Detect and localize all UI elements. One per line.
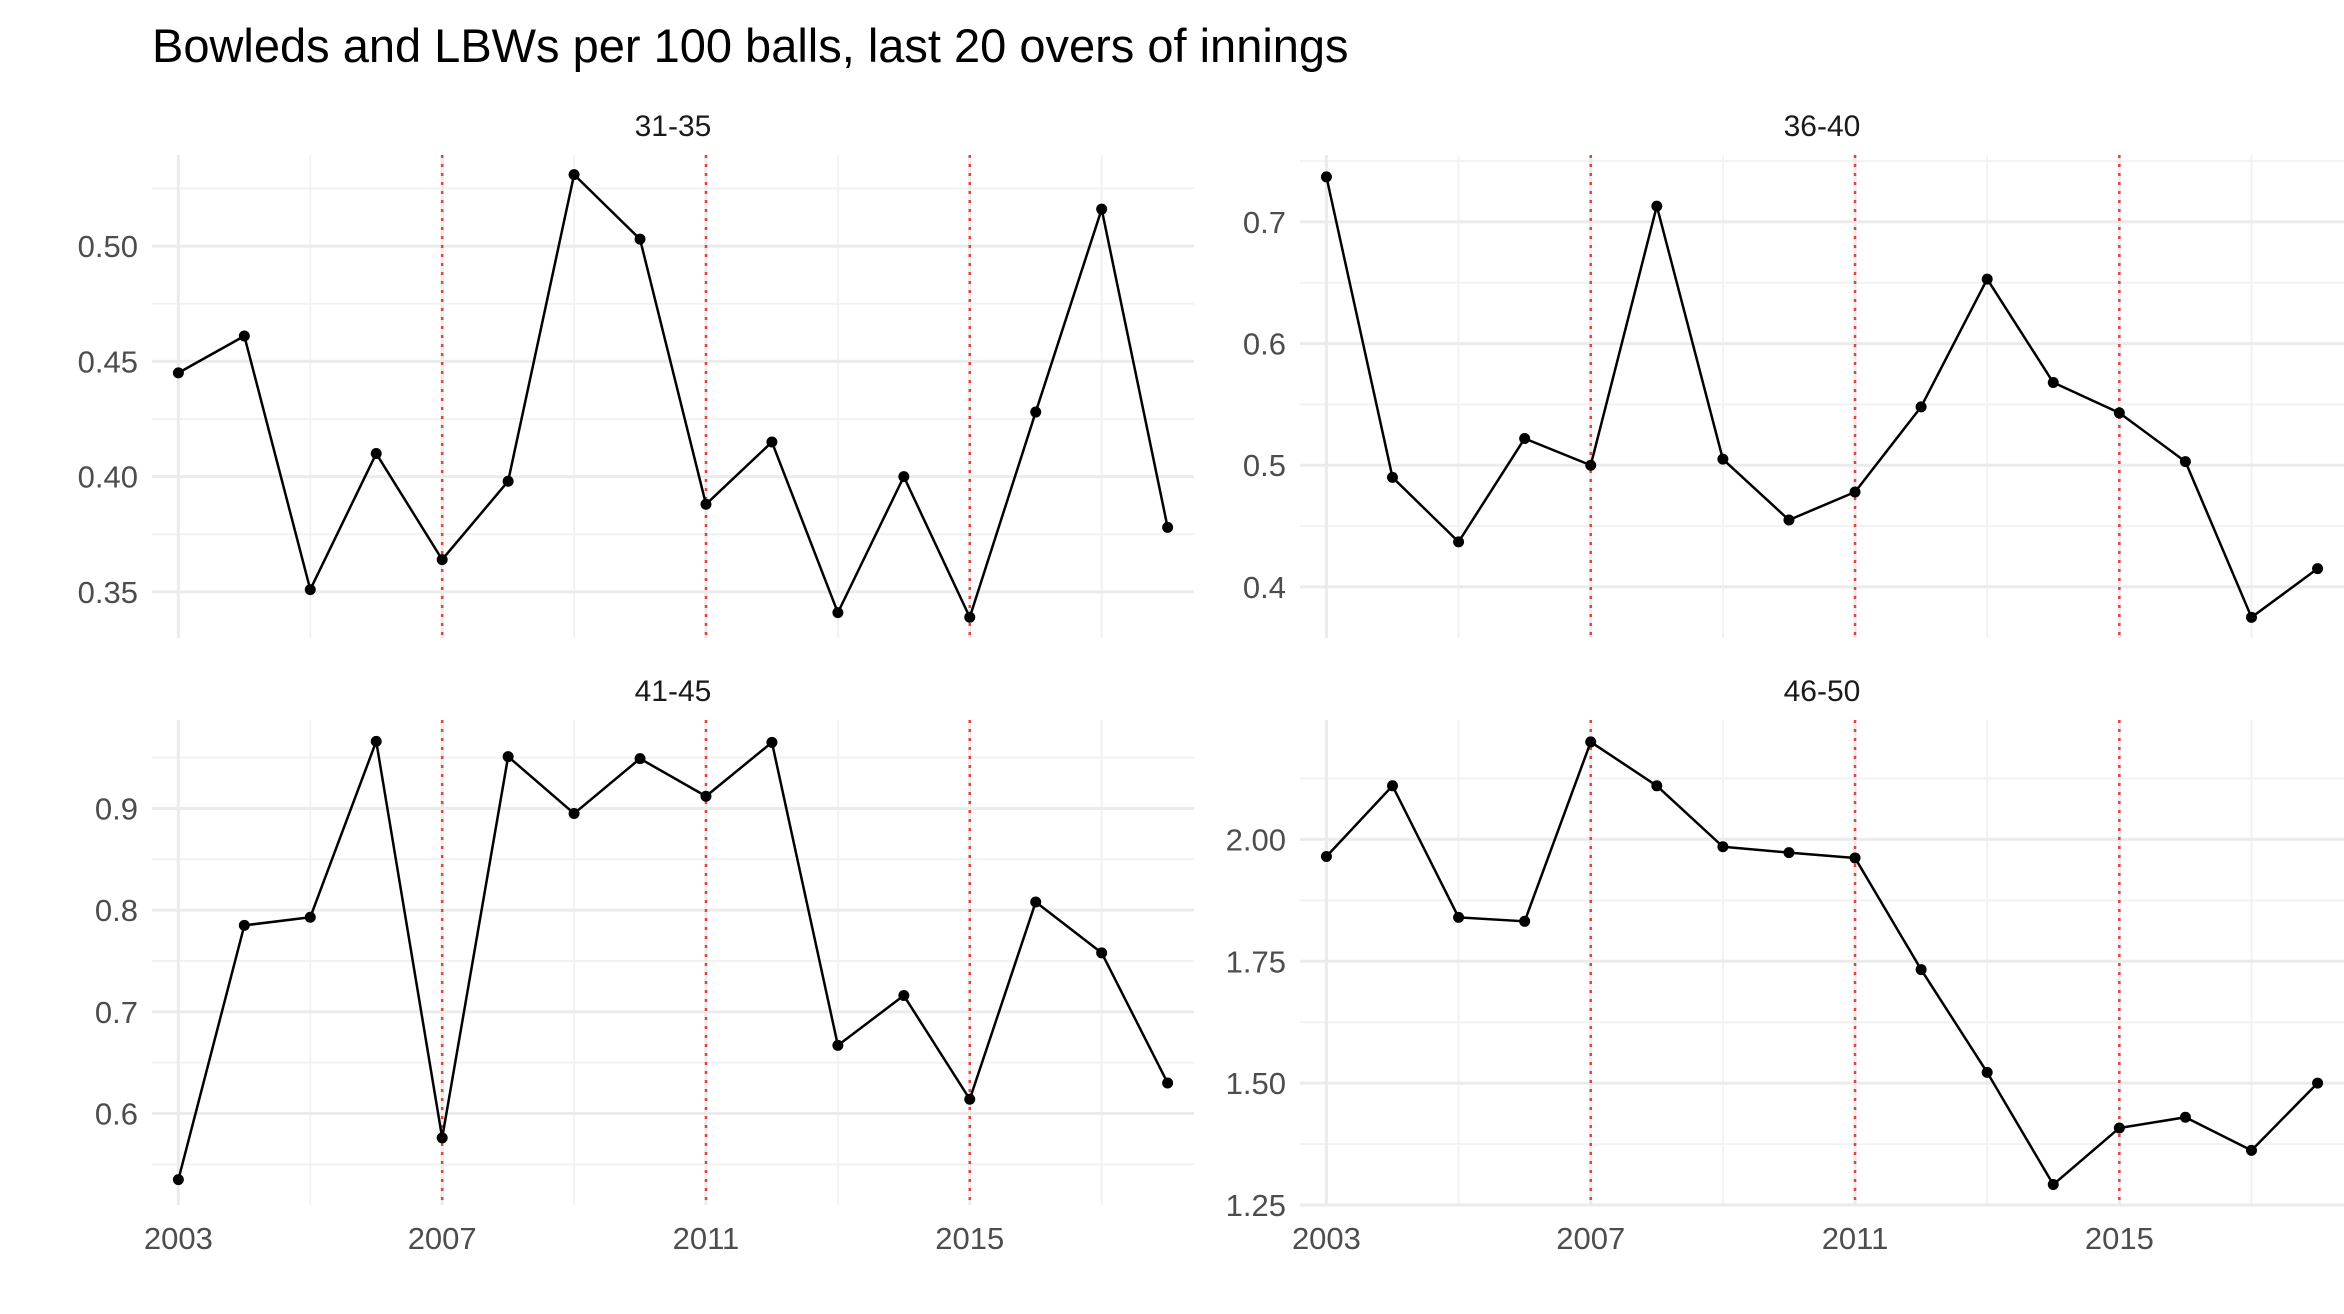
series-line <box>177 740 1169 1180</box>
data-point <box>1320 171 1332 183</box>
data-point <box>238 330 250 342</box>
data-point <box>1519 915 1531 927</box>
data-point <box>1981 273 1993 285</box>
y-tick-label: 0.50 <box>78 229 138 264</box>
x-tick-label: 2011 <box>1822 1221 1889 1256</box>
data-point <box>1453 911 1465 923</box>
data-point <box>1453 536 1465 548</box>
y-tick-label: 0.40 <box>78 460 138 495</box>
data-point <box>832 1039 844 1051</box>
data-point <box>1849 486 1861 498</box>
data-point <box>1320 850 1332 862</box>
data-point <box>1783 514 1795 526</box>
data-point <box>436 1132 448 1144</box>
data-point <box>634 233 646 245</box>
data-point <box>2179 1111 2191 1123</box>
chart-title: Bowleds and LBWs per 100 balls, last 20 … <box>152 19 1349 72</box>
data-point <box>172 367 184 379</box>
data-point <box>832 607 844 619</box>
data-point <box>172 1174 184 1186</box>
data-point <box>700 498 712 510</box>
y-tick-label: 0.45 <box>78 344 138 379</box>
x-tick-label: 2007 <box>408 1221 477 1256</box>
panel-strip-label: 41-45 <box>635 675 712 708</box>
data-point <box>1981 1066 1993 1078</box>
x-tick-label: 2003 <box>1292 1221 1361 1256</box>
data-point <box>1030 896 1042 908</box>
data-point <box>766 436 778 448</box>
data-point <box>964 1093 976 1105</box>
data-point <box>2312 1077 2324 1089</box>
panel-strip-label: 31-35 <box>635 110 712 143</box>
panel-strip-label: 46-50 <box>1784 675 1861 708</box>
series-line <box>1325 740 2319 1186</box>
data-point <box>1162 1077 1174 1089</box>
data-point <box>502 751 514 763</box>
data-point <box>2179 456 2191 468</box>
data-point <box>370 735 382 747</box>
y-tick-label: 0.7 <box>95 995 138 1030</box>
x-tick-label: 2015 <box>2085 1221 2154 1256</box>
data-point <box>1717 841 1729 853</box>
data-point <box>568 808 580 820</box>
data-point <box>766 736 778 748</box>
series-line <box>177 173 1169 619</box>
data-point <box>304 584 316 596</box>
data-point <box>370 448 382 460</box>
data-point <box>238 919 250 931</box>
x-tick-label: 2011 <box>673 1221 740 1256</box>
y-tick-label: 0.7 <box>1243 205 1286 240</box>
data-point <box>1651 200 1663 212</box>
data-point <box>1585 736 1597 748</box>
data-point <box>2312 563 2324 575</box>
data-point <box>1387 471 1399 483</box>
data-point <box>2047 377 2059 389</box>
data-point <box>634 753 646 765</box>
y-tick-label: 1.25 <box>1226 1188 1286 1223</box>
data-point <box>898 471 910 483</box>
x-tick-label: 2015 <box>935 1221 1004 1256</box>
data-point <box>2245 611 2257 623</box>
data-point <box>1717 453 1729 465</box>
data-point <box>898 990 910 1002</box>
data-point <box>1162 521 1174 533</box>
data-point <box>502 475 514 487</box>
data-point <box>304 911 316 923</box>
data-point <box>1915 964 1927 976</box>
data-point <box>1030 406 1042 418</box>
data-point <box>1096 203 1108 215</box>
y-tick-label: 0.35 <box>78 575 138 610</box>
x-tick-label: 2007 <box>1556 1221 1625 1256</box>
y-tick-label: 0.6 <box>95 1096 138 1131</box>
data-point <box>1849 852 1861 864</box>
y-tick-label: 0.4 <box>1243 570 1286 605</box>
data-point <box>700 790 712 802</box>
data-point <box>1651 780 1663 792</box>
data-point <box>436 554 448 566</box>
data-point <box>1519 432 1531 444</box>
data-point <box>1783 847 1795 859</box>
data-point <box>1915 401 1927 413</box>
data-point <box>964 611 976 623</box>
y-tick-label: 1.75 <box>1226 944 1286 979</box>
data-point <box>1387 780 1399 792</box>
series-line <box>1325 176 2319 619</box>
y-tick-label: 1.50 <box>1226 1066 1286 1101</box>
y-tick-label: 0.6 <box>1243 327 1286 362</box>
y-tick-label: 0.9 <box>95 791 138 826</box>
data-point <box>2113 407 2125 419</box>
data-point <box>568 169 580 181</box>
data-point <box>2245 1144 2257 1156</box>
y-tick-label: 0.5 <box>1243 448 1286 483</box>
y-tick-label: 0.8 <box>95 893 138 928</box>
y-tick-label: 2.00 <box>1226 822 1286 857</box>
data-point <box>1096 947 1108 959</box>
x-tick-label: 2003 <box>144 1221 213 1256</box>
data-point <box>2113 1122 2125 1134</box>
panel-strip-label: 36-40 <box>1784 110 1861 143</box>
data-point <box>1585 459 1597 471</box>
data-point <box>2047 1179 2059 1191</box>
